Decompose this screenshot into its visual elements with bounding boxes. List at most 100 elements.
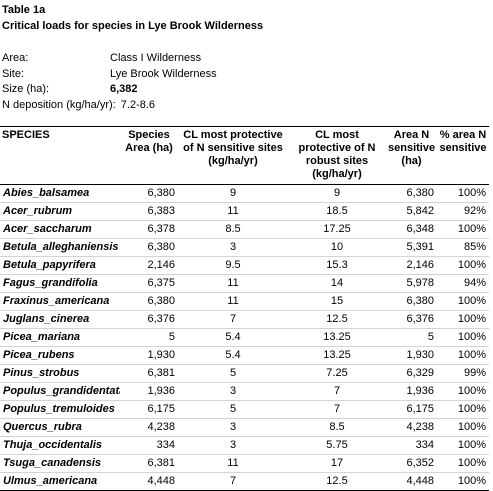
table-row: Thuja_occidentalis 334 3 5.75 334 100%	[0, 436, 489, 455]
cell-species: Betula_papyrifera	[0, 256, 120, 275]
table-header-row: SPECIES Species Area (ha) CL most protec…	[0, 126, 489, 185]
column-header-species: SPECIES	[0, 126, 120, 185]
cell-cl-robust: 14	[288, 274, 386, 293]
cell-area-n-sensitive: 5,842	[386, 202, 437, 221]
cell-cl-robust: 17.25	[288, 220, 386, 239]
cell-pct-n-sensitive: 85%	[437, 238, 489, 257]
meta-size-label: Size (ha):	[2, 83, 50, 95]
cell-species-area: 6,380	[120, 184, 178, 203]
cell-pct-n-sensitive: 100%	[437, 310, 489, 329]
cell-cl-robust: 17	[288, 454, 386, 473]
cell-cl-sensitive: 9.5	[178, 256, 288, 275]
cell-cl-robust: 15.3	[288, 256, 386, 275]
cell-species: Thuja_occidentalis	[0, 436, 120, 455]
table-row: Picea_mariana 5 5.4 13.25 5 100%	[0, 328, 489, 347]
cell-cl-robust: 9	[288, 184, 386, 203]
cell-area-n-sensitive: 2,146	[386, 256, 437, 275]
cell-cl-sensitive: 3	[178, 238, 288, 257]
meta-site-value: Lye Brook Wilderness	[110, 68, 217, 80]
cell-cl-sensitive: 5.4	[178, 346, 288, 365]
cell-area-n-sensitive: 6,380	[386, 292, 437, 311]
table-row: Acer_saccharum 6,378 8.5 17.25 6,348 100%	[0, 220, 489, 239]
meta-area-value: Class I Wilderness	[110, 52, 202, 64]
cell-pct-n-sensitive: 92%	[437, 202, 489, 221]
cell-pct-n-sensitive: 100%	[437, 418, 489, 437]
cell-species: Populus_tremuloides	[0, 400, 120, 419]
cell-pct-n-sensitive: 100%	[437, 382, 489, 401]
table-row: Fraxinus_americana 6,380 11 15 6,380 100%	[0, 292, 489, 311]
cell-pct-n-sensitive: 100%	[437, 184, 489, 203]
table-row: Populus_grandidentata 1,936 3 7 1,936 100%	[0, 382, 489, 401]
cell-cl-robust: 7.25	[288, 364, 386, 383]
cell-species-area: 1,936	[120, 382, 178, 401]
cell-pct-n-sensitive: 94%	[437, 274, 489, 293]
cell-species: Acer_rubrum	[0, 202, 120, 221]
cell-cl-sensitive: 5	[178, 400, 288, 419]
cell-species-area: 6,378	[120, 220, 178, 239]
table-row: Picea_rubens 1,930 5.4 13.25 1,930 100%	[0, 346, 489, 365]
cell-species-area: 6,381	[120, 454, 178, 473]
cell-pct-n-sensitive: 100%	[437, 472, 489, 491]
cell-pct-n-sensitive: 99%	[437, 364, 489, 383]
meta-site: Site: Lye Brook Wilderness	[2, 67, 482, 81]
cell-cl-robust: 7	[288, 400, 386, 419]
cell-area-n-sensitive: 6,348	[386, 220, 437, 239]
column-header-species-area: Species Area (ha)	[120, 126, 178, 185]
table-row: Pinus_strobus 6,381 5 7.25 6,329 99%	[0, 364, 489, 383]
column-header-cl-sensitive: CL most protective of N sensitive sites …	[178, 126, 288, 185]
critical-loads-table: SPECIES Species Area (ha) CL most protec…	[0, 126, 489, 491]
cell-area-n-sensitive: 6,175	[386, 400, 437, 419]
meta-ndep: N deposition (kg/ha/yr): 7.2-8.6	[2, 98, 482, 112]
cell-species: Tsuga_canadensis	[0, 454, 120, 473]
cell-cl-robust: 13.25	[288, 328, 386, 347]
cell-pct-n-sensitive: 100%	[437, 256, 489, 275]
cell-pct-n-sensitive: 100%	[437, 346, 489, 365]
cell-species-area: 4,238	[120, 418, 178, 437]
table-title: Critical loads for species in Lye Brook …	[2, 20, 264, 32]
cell-cl-sensitive: 3	[178, 382, 288, 401]
cell-species-area: 6,175	[120, 400, 178, 419]
cell-area-n-sensitive: 334	[386, 436, 437, 455]
cell-area-n-sensitive: 5	[386, 328, 437, 347]
cell-species: Quercus_rubra	[0, 418, 120, 437]
column-header-cl-robust: CL most protective of N robust sites (kg…	[288, 126, 386, 185]
cell-cl-robust: 5.75	[288, 436, 386, 455]
table-row: Fagus_grandifolia 6,375 11 14 5,978 94%	[0, 274, 489, 293]
cell-cl-robust: 7	[288, 382, 386, 401]
cell-cl-sensitive: 11	[178, 274, 288, 293]
cell-cl-sensitive: 5.4	[178, 328, 288, 347]
cell-pct-n-sensitive: 100%	[437, 220, 489, 239]
cell-pct-n-sensitive: 100%	[437, 454, 489, 473]
cell-area-n-sensitive: 5,391	[386, 238, 437, 257]
cell-cl-robust: 15	[288, 292, 386, 311]
cell-pct-n-sensitive: 100%	[437, 436, 489, 455]
cell-species: Ulmus_americana	[0, 472, 120, 491]
cell-area-n-sensitive: 6,329	[386, 364, 437, 383]
cell-species-area: 6,375	[120, 274, 178, 293]
cell-species-area: 2,146	[120, 256, 178, 275]
cell-cl-robust: 12.5	[288, 472, 386, 491]
meta-size-value: 6,382	[110, 83, 138, 95]
cell-cl-sensitive: 11	[178, 202, 288, 221]
cell-species: Picea_rubens	[0, 346, 120, 365]
meta-ndep-label: N deposition (kg/ha/yr):	[2, 99, 116, 111]
cell-species: Populus_grandidentata	[0, 382, 120, 401]
cell-pct-n-sensitive: 100%	[437, 400, 489, 419]
cell-cl-sensitive: 8.5	[178, 220, 288, 239]
cell-cl-sensitive: 5	[178, 364, 288, 383]
column-header-area-n-sensitive: Area N sensitive (ha)	[386, 126, 437, 185]
cell-cl-robust: 8.5	[288, 418, 386, 437]
column-header-pct-n-sensitive: % area N sensitive	[437, 126, 489, 185]
cell-area-n-sensitive: 6,376	[386, 310, 437, 329]
cell-area-n-sensitive: 1,936	[386, 382, 437, 401]
cell-species-area: 6,376	[120, 310, 178, 329]
table-row: Quercus_rubra 4,238 3 8.5 4,238 100%	[0, 418, 489, 437]
cell-cl-robust: 12.5	[288, 310, 386, 329]
cell-species-area: 4,448	[120, 472, 178, 491]
table-body: Abies_balsamea 6,380 9 9 6,380 100% Acer_rubru…	[0, 184, 489, 491]
table-row: Abies_balsamea 6,380 9 9 6,380 100%	[0, 184, 489, 203]
cell-species: Acer_saccharum	[0, 220, 120, 239]
cell-species-area: 6,383	[120, 202, 178, 221]
cell-cl-robust: 13.25	[288, 346, 386, 365]
table-number: Table 1a	[2, 4, 46, 16]
